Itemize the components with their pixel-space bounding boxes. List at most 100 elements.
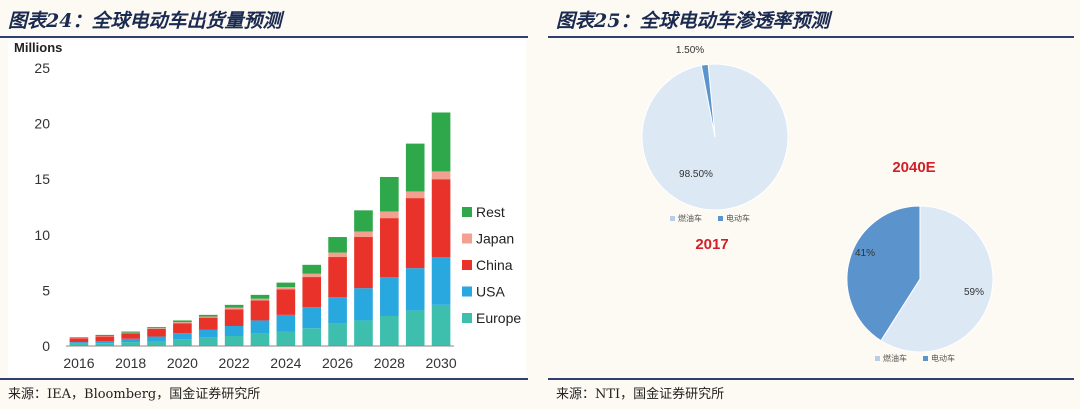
figure-title: 图表25：全球电动车渗透率预测 — [556, 10, 830, 32]
legend-label-china: China — [476, 257, 513, 273]
bar-segment-usa-2016 — [69, 342, 89, 344]
pie-2040e-slice-label: 41% — [855, 248, 875, 259]
bar-segment-china-2025 — [302, 277, 322, 308]
bar-segment-europe-2029 — [405, 310, 425, 346]
legend-label-usa: USA — [476, 284, 505, 300]
x-tick-label: 2024 — [270, 355, 301, 371]
x-tick-label: 2026 — [322, 355, 353, 371]
pie-2017-legend-label: 电动车 — [726, 213, 750, 223]
bar-segment-europe-2021 — [198, 337, 218, 346]
bar-segment-china-2016 — [69, 338, 89, 343]
y-tick-label: 15 — [34, 171, 50, 187]
bar-segment-rest-2028 — [380, 176, 399, 212]
bar-segment-japan-2023 — [250, 298, 270, 301]
pie-2017-legend-label: 燃油车 — [678, 213, 702, 223]
bar-segment-japan-2020 — [173, 322, 192, 324]
bar-segment-japan-2027 — [354, 231, 373, 238]
bar-segment-china-2018 — [121, 333, 140, 339]
bar-segment-rest-2019 — [147, 327, 166, 329]
bar-segment-china-2026 — [328, 257, 347, 298]
bar-segment-china-2017 — [95, 336, 115, 341]
source-rule — [548, 378, 1074, 380]
source-note: 来源：IEA，Bloomberg，国金证券研究所 — [8, 387, 261, 402]
bar-segment-japan-2025 — [302, 273, 322, 278]
title-rule — [548, 36, 1074, 38]
bar-segment-usa-2028 — [380, 277, 399, 316]
pie-2017-slice-label: 98.50% — [679, 169, 713, 180]
bar-segment-japan-2030 — [431, 171, 451, 180]
y-tick-label: 10 — [34, 227, 50, 243]
bar-segment-usa-2026 — [328, 297, 347, 324]
pie-2040e-year-label: 2040E — [892, 159, 935, 176]
bar-segment-rest-2021 — [198, 314, 218, 317]
pie-2040e-slice-label: 59% — [964, 287, 984, 298]
x-tick-label: 2020 — [167, 355, 198, 371]
bar-segment-japan-2028 — [380, 211, 399, 219]
bar-segment-usa-2020 — [173, 333, 192, 340]
legend-label-europe: Europe — [476, 310, 521, 326]
x-tick-label: 2022 — [219, 355, 250, 371]
x-tick-label: 2030 — [425, 355, 456, 371]
title-rule — [0, 36, 528, 38]
pie-2017-slice-label: 1.50% — [676, 45, 704, 56]
bar-segment-usa-2019 — [147, 336, 166, 341]
bar-segment-rest-2029 — [405, 143, 425, 192]
bar-segment-europe-2024 — [276, 331, 296, 346]
pie-2017-legend-swatch — [670, 216, 675, 221]
bar-segment-china-2027 — [354, 237, 373, 289]
y-tick-label: 25 — [34, 60, 50, 76]
bar-segment-china-2024 — [276, 289, 296, 315]
bar-segment-rest-2026 — [328, 237, 347, 253]
bar-segment-china-2028 — [380, 218, 399, 278]
bar-segment-usa-2025 — [302, 307, 322, 329]
bar-segment-japan-2019 — [147, 328, 166, 329]
pie-2017-year-label: 2017 — [695, 236, 728, 253]
bar-segment-rest-2020 — [173, 320, 192, 323]
bar-segment-europe-2025 — [302, 328, 322, 346]
bar-segment-usa-2018 — [121, 338, 140, 343]
bar-segment-europe-2022 — [224, 335, 244, 346]
bar-segment-japan-2021 — [198, 316, 218, 318]
y-tick-label: 5 — [42, 282, 50, 298]
bar-segment-china-2022 — [224, 309, 244, 326]
bar-chart-svg: Millions 0 5 10 15 20 25 2016 2018 2020 2022 2024 20… — [8, 40, 526, 376]
bar-segment-usa-2021 — [198, 329, 218, 338]
bar-segment-europe-2018 — [121, 342, 140, 346]
bar-segment-europe-2023 — [250, 333, 270, 346]
bar-segment-europe-2016 — [69, 343, 89, 346]
legend-swatch-china — [462, 260, 472, 270]
bar-segment-usa-2029 — [405, 268, 425, 311]
bar-segment-japan-2016 — [69, 337, 89, 339]
bar-segment-usa-2022 — [224, 325, 244, 336]
pie-2017-legend-swatch — [718, 216, 723, 221]
x-tick-label: 2016 — [63, 355, 94, 371]
bar-segment-rest-2025 — [302, 264, 322, 274]
bar-segment-europe-2028 — [380, 315, 399, 346]
y-tick-label: 20 — [34, 116, 50, 132]
bar-segment-europe-2020 — [173, 339, 192, 346]
bar-segment-japan-2024 — [276, 287, 296, 290]
legend-swatch-usa — [462, 286, 472, 297]
bar-segment-usa-2024 — [276, 314, 296, 332]
bar-segment-usa-2030 — [431, 257, 451, 305]
pie-2017-slice-ev — [700, 63, 716, 138]
bar-segment-rest-2017 — [95, 334, 115, 336]
left-figure-panel: 图表24：全球电动车出货量预测 Millions 0 5 10 15 20 25 2016 20… — [0, 0, 534, 409]
bar-segment-japan-2017 — [95, 335, 115, 337]
pie-2040e-legend-swatch — [875, 356, 880, 361]
stacked-bar-chart: Millions 0 5 10 15 20 25 2016 2018 2020 2022 2024 20… — [0, 40, 534, 380]
y-tick-label: 0 — [42, 338, 50, 354]
bar-segment-japan-2018 — [121, 332, 140, 334]
bar-segment-japan-2029 — [405, 191, 425, 199]
right-figure-panel: 图表25：全球电动车渗透率预测 98.50% 1.50% 2017 燃油车 电动车 59%… — [548, 0, 1080, 409]
bar-segment-japan-2026 — [328, 252, 347, 258]
bar-segment-europe-2027 — [354, 320, 373, 346]
bar-segment-china-2020 — [173, 323, 192, 334]
pie-2040e-legend-swatch — [923, 356, 928, 361]
bar-segment-rest-2023 — [250, 294, 270, 299]
pie-2040e-slice-ev — [846, 205, 921, 342]
bar-segment-china-2029 — [405, 198, 425, 269]
pie-2040e-legend-label: 电动车 — [931, 353, 955, 363]
pie-charts: 98.50% 1.50% 2017 燃油车 电动车 59% 41% 2040E 燃油车 电动车 — [548, 40, 1080, 380]
source-note: 来源：NTI，国金证券研究所 — [556, 387, 725, 402]
